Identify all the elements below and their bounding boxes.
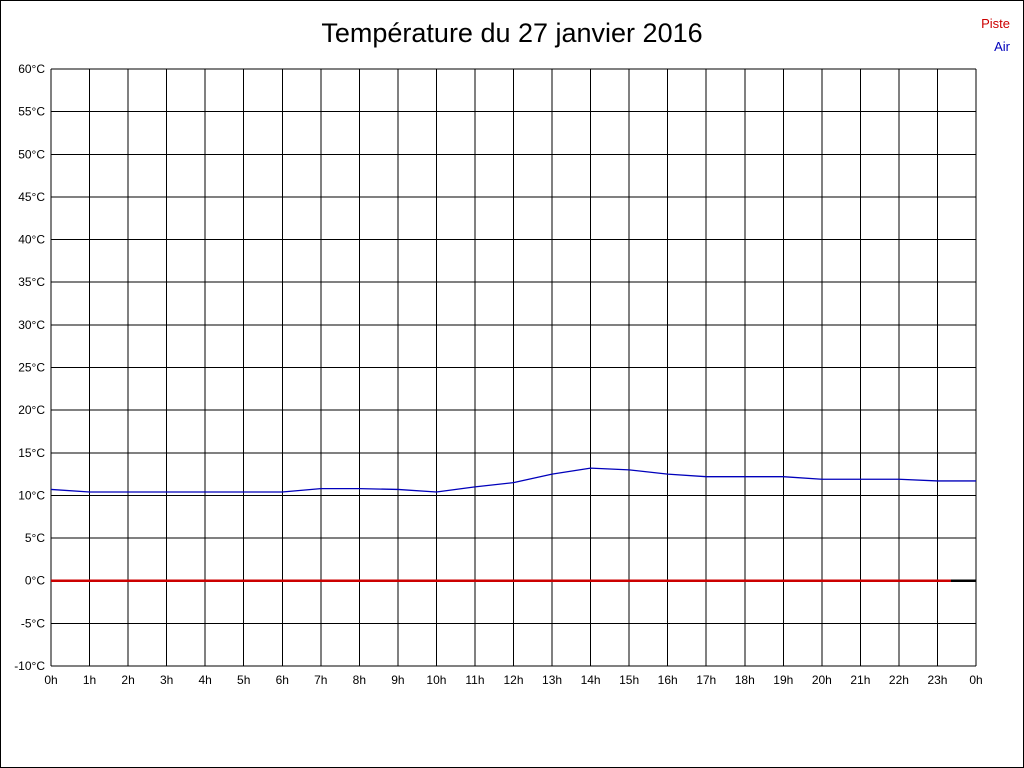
- x-tick-label: 15h: [619, 673, 639, 687]
- x-tick-label: 18h: [735, 673, 755, 687]
- y-tick-label: 30°C: [18, 318, 45, 332]
- x-tick-label: 13h: [542, 673, 562, 687]
- x-tick-label: 7h: [314, 673, 327, 687]
- x-tick-label: 0h: [44, 673, 57, 687]
- legend-label-air: Air: [994, 39, 1010, 54]
- x-tick-label: 17h: [696, 673, 716, 687]
- y-tick-label: 15°C: [18, 446, 45, 460]
- x-tick-label: 10h: [426, 673, 446, 687]
- x-tick-label: 4h: [198, 673, 211, 687]
- x-tick-label: 3h: [160, 673, 173, 687]
- x-tick-label: 5h: [237, 673, 250, 687]
- y-tick-label: -10°C: [14, 659, 45, 673]
- y-tick-label: 60°C: [18, 62, 45, 76]
- x-tick-label: 14h: [581, 673, 601, 687]
- y-tick-label: 35°C: [18, 275, 45, 289]
- x-tick-label: 12h: [503, 673, 523, 687]
- legend-label-piste: Piste: [981, 16, 1010, 31]
- y-tick-label: 10°C: [18, 488, 45, 502]
- y-tick-label: 40°C: [18, 233, 45, 247]
- x-tick-label: 11h: [465, 673, 484, 687]
- x-tick-label: 0h: [969, 673, 982, 687]
- y-tick-label: 5°C: [25, 531, 45, 545]
- y-tick-label: 45°C: [18, 190, 45, 204]
- y-tick-label: 20°C: [18, 403, 45, 417]
- x-tick-label: 8h: [353, 673, 366, 687]
- x-tick-label: 1h: [83, 673, 96, 687]
- x-tick-label: 21h: [850, 673, 870, 687]
- y-tick-label: -5°C: [21, 616, 45, 630]
- x-tick-label: 2h: [121, 673, 134, 687]
- x-tick-label: 23h: [927, 673, 947, 687]
- y-tick-label: 55°C: [18, 105, 45, 119]
- x-tick-label: 9h: [391, 673, 404, 687]
- x-tick-label: 19h: [773, 673, 793, 687]
- y-tick-label: 50°C: [18, 147, 45, 161]
- y-tick-label: 25°C: [18, 361, 45, 375]
- x-tick-label: 6h: [276, 673, 289, 687]
- chart-title: Température du 27 janvier 2016: [321, 18, 703, 48]
- x-tick-label: 20h: [812, 673, 832, 687]
- series-line-air: [50, 467, 976, 493]
- x-tick-label: 16h: [658, 673, 678, 687]
- chart-legend: Piste Air: [981, 12, 1010, 58]
- y-tick-label: 0°C: [25, 574, 45, 588]
- x-tick-label: 22h: [889, 673, 909, 687]
